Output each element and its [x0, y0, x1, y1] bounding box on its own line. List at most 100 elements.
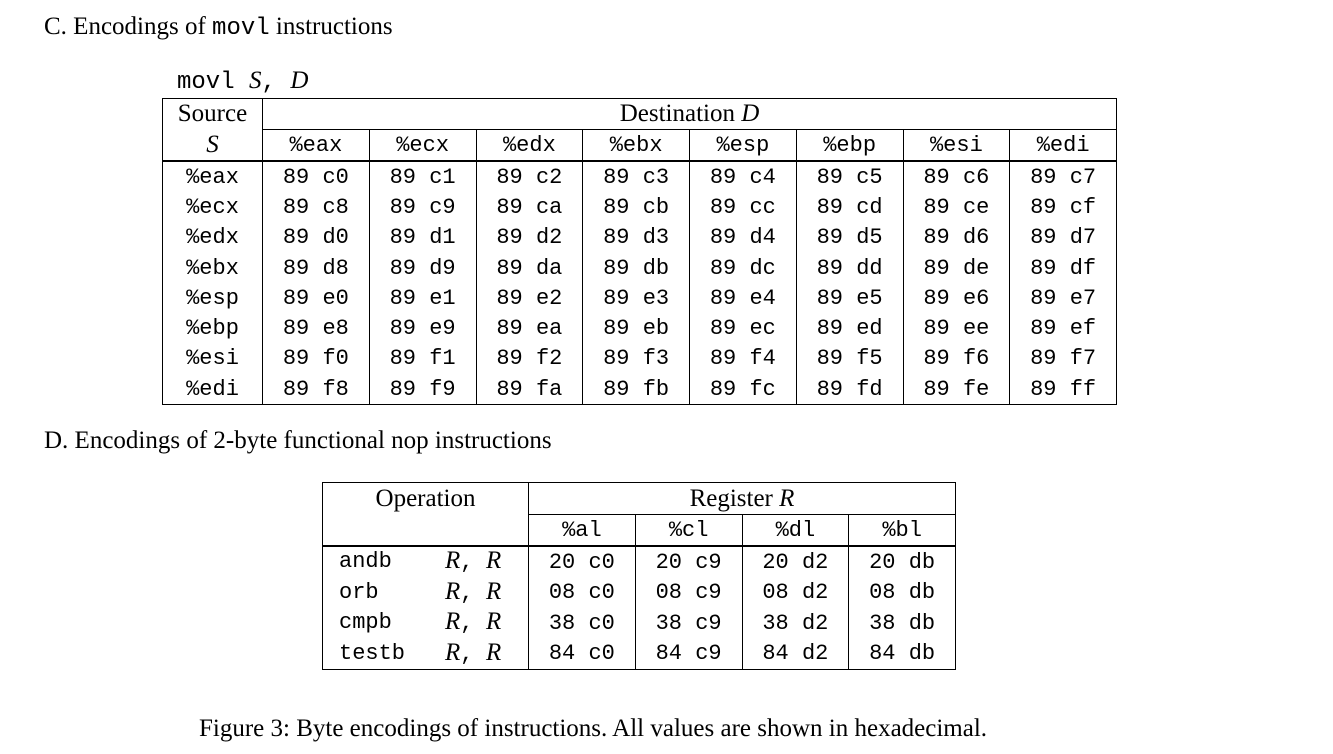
- table-row: andb R, R 20 c0 20 c9 20 d2 20 db: [322, 546, 956, 578]
- operand-var: R: [445, 638, 461, 666]
- operation-mnemonic: testb: [339, 640, 406, 666]
- source-register: %edx: [162, 222, 263, 253]
- encoding-cell: 89 f8: [262, 374, 370, 405]
- encoding-cell: 89 ed: [795, 313, 904, 344]
- operand-var: R: [485, 577, 502, 605]
- encoding-cell: 89 fe: [902, 374, 1011, 405]
- encoding-cell: 89 f6: [902, 343, 1011, 375]
- encoding-cell: 89 fb: [582, 374, 690, 405]
- destination-header-label: Destination: [619, 100, 735, 127]
- encoding-cell: 89 d6: [902, 222, 1011, 253]
- source-register: %esp: [162, 283, 263, 314]
- register-header: Register R: [528, 482, 956, 515]
- encoding-cell: 89 fd: [795, 374, 904, 405]
- encoding-cell: 84 c0: [528, 638, 636, 670]
- table-row: %esi 89 f0 89 f1 89 f2 89 f3 89 f4 89 f5 89 f6 8…: [162, 343, 1117, 375]
- destination-register: %edx: [475, 129, 584, 162]
- encoding-cell: 89 e0: [262, 283, 370, 314]
- source-register: %ebx: [162, 252, 263, 284]
- encoding-cell: 89 dc: [689, 252, 797, 284]
- section-c-suffix: instructions: [269, 13, 393, 40]
- encoding-cell: 20 d2: [741, 546, 850, 578]
- syntax-dst-var: D: [290, 67, 309, 94]
- operation-operands: R, R: [445, 578, 501, 606]
- table-row: %ebp 89 e8 89 e9 89 ea 89 eb 89 ec 89 ed 89 ee 8…: [162, 313, 1117, 344]
- encoding-cell: 89 eb: [582, 313, 690, 344]
- encoding-cell: 38 c9: [634, 608, 743, 639]
- encoding-cell: 84 d2: [741, 638, 850, 670]
- table-row: %edx 89 d0 89 d1 89 d2 89 d3 89 d4 89 d5 89 d6 8…: [162, 222, 1117, 253]
- source-header: Source: [162, 98, 263, 130]
- operation-cell: testb R, R: [322, 638, 529, 670]
- encoding-cell: 89 d1: [368, 222, 477, 253]
- encoding-cell: 89 de: [902, 252, 1011, 284]
- encoding-cell: 89 e4: [689, 283, 797, 314]
- encoding-cell: 89 f5: [795, 343, 904, 375]
- destination-header-var: D: [741, 100, 760, 127]
- encoding-cell: 89 fa: [475, 374, 584, 405]
- section-c-heading: C. Encodings of movl instructions: [44, 12, 393, 44]
- encoding-cell: 89 c0: [262, 161, 370, 193]
- encoding-cell: 89 ce: [902, 192, 1011, 223]
- encoding-cell: 84 db: [848, 638, 956, 670]
- encoding-cell: 38 db: [848, 608, 956, 639]
- source-register: %eax: [162, 161, 263, 193]
- encoding-cell: 89 f1: [368, 343, 477, 375]
- encoding-cell: 89 ee: [902, 313, 1011, 344]
- encoding-cell: 89 dd: [795, 252, 904, 284]
- encoding-cell: 08 db: [848, 577, 956, 608]
- encoding-cell: 89 c9: [368, 192, 477, 223]
- encoding-cell: 89 e3: [582, 283, 690, 314]
- encoding-cell: 38 d2: [741, 608, 850, 639]
- encoding-cell: 89 c4: [689, 161, 797, 193]
- encoding-cell: 89 c2: [475, 161, 584, 193]
- encoding-cell: 84 c9: [634, 638, 743, 670]
- source-register: %ebp: [162, 313, 263, 344]
- encoding-cell: 89 fc: [689, 374, 797, 405]
- register-name: %bl: [848, 514, 956, 547]
- table-row: testb R, R 84 c0 84 c9 84 d2 84 db: [322, 638, 956, 670]
- section-c-prefix: C. Encodings of: [44, 13, 213, 40]
- encoding-cell: 20 db: [848, 546, 956, 578]
- encoding-cell: 89 c3: [582, 161, 690, 193]
- table-row: %edi 89 f8 89 f9 89 fa 89 fb 89 fc 89 fd 89 fe 8…: [162, 374, 1117, 405]
- movl-syntax: movl S, D: [177, 66, 308, 98]
- encoding-cell: 89 ea: [475, 313, 584, 344]
- source-header-var: S: [162, 129, 263, 162]
- source-register: %edi: [162, 374, 263, 405]
- encoding-cell: 38 c0: [528, 608, 636, 639]
- encoding-cell: 89 ff: [1009, 374, 1117, 405]
- destination-register: %edi: [1009, 129, 1117, 162]
- operation-header: Operation: [322, 482, 529, 515]
- encoding-cell: 89 cb: [582, 192, 690, 223]
- encoding-cell: 89 cc: [689, 192, 797, 223]
- operand-var: R: [485, 638, 502, 666]
- encoding-cell: 20 c9: [634, 546, 743, 578]
- table-row: orb R, R 08 c0 08 c9 08 d2 08 db: [322, 577, 956, 608]
- encoding-cell: 89 c8: [262, 192, 370, 223]
- encoding-cell: 89 ca: [475, 192, 584, 223]
- source-register: %ecx: [162, 192, 263, 223]
- table-row: %ecx 89 c8 89 c9 89 ca 89 cb 89 cc 89 cd 89 ce 8…: [162, 192, 1117, 223]
- table-row: %esp 89 e0 89 e1 89 e2 89 e3 89 e4 89 e5 89 e6 8…: [162, 283, 1117, 314]
- encoding-cell: 89 f0: [262, 343, 370, 375]
- encoding-cell: 89 f4: [689, 343, 797, 375]
- section-c-mnemonic: movl: [212, 15, 270, 42]
- register-header-var: R: [779, 484, 795, 512]
- operand-var: R: [445, 608, 461, 635]
- operand-var: R: [485, 547, 502, 574]
- encoding-cell: 08 d2: [741, 577, 850, 608]
- encoding-cell: 89 f7: [1009, 343, 1117, 375]
- encoding-cell: 89 ec: [689, 313, 797, 344]
- operation-operands: R, R: [445, 608, 501, 636]
- encoding-cell: 89 d8: [262, 252, 370, 284]
- nop-encoding-table: Operation Register R %al %cl %dl %bl andb R,…: [322, 482, 956, 670]
- destination-register: %esi: [902, 129, 1011, 162]
- destination-register: %ebx: [582, 129, 690, 162]
- operation-cell: orb R, R: [322, 577, 529, 608]
- operation-cell: andb R, R: [322, 546, 529, 578]
- encoding-cell: 89 d7: [1009, 222, 1117, 253]
- operand-var: R: [445, 547, 461, 574]
- encoding-cell: 89 e5: [795, 283, 904, 314]
- operand-comma: ,: [460, 580, 474, 606]
